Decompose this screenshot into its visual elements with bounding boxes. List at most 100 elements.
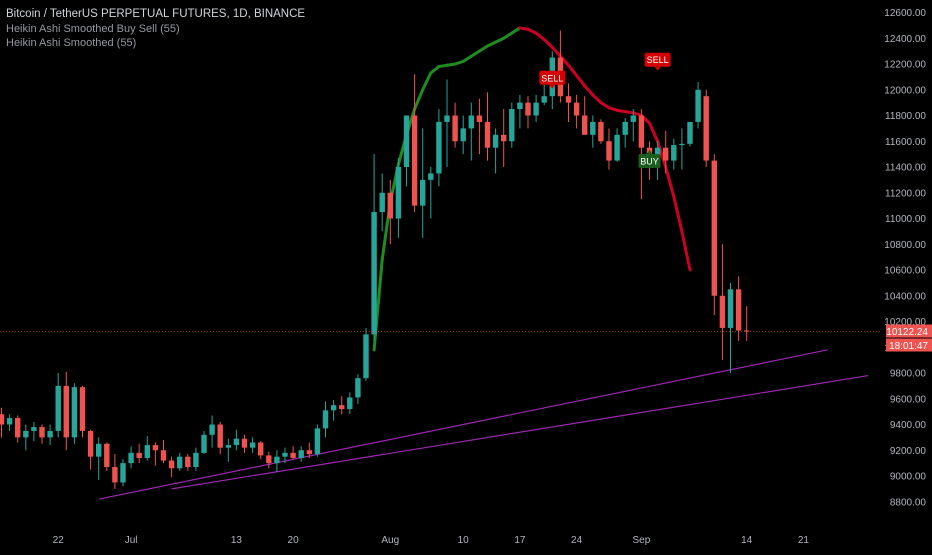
y-tick-label: 12200.00 [884, 60, 926, 71]
signal-label: BUY [640, 156, 659, 166]
ha-smoothed-segment [413, 88, 425, 111]
candle [201, 430, 207, 455]
candle-body [193, 452, 199, 467]
candle [209, 415, 215, 448]
candle-body [663, 147, 669, 161]
candle-body [387, 192, 393, 219]
ha-smoothed-segment [591, 93, 603, 105]
heikin-ashi-smoothed-line [372, 26, 692, 352]
candle-body [249, 442, 256, 448]
symbol-title[interactable]: Bitcoin / TetherUS PERPETUAL FUTURES, 1D… [6, 8, 306, 20]
candle [87, 429, 94, 470]
candle-body [347, 397, 353, 410]
indicator-smoothed-label[interactable]: Heikin Ashi Smoothed (55) [6, 37, 137, 49]
candle [371, 154, 377, 341]
candle-body [428, 173, 434, 180]
candle-body [233, 438, 240, 446]
y-tick-label: 11200.00 [885, 188, 926, 199]
signal-label: SELL [647, 55, 669, 65]
chart-legend: Bitcoin / TetherUS PERPETUAL FUTURES, 1D… [6, 7, 305, 51]
candle-body [322, 410, 329, 429]
candle-body [744, 330, 750, 332]
candle [525, 96, 531, 129]
candle [217, 421, 223, 455]
candle [306, 442, 312, 458]
ha-smoothed-segment [656, 139, 668, 169]
candle [144, 436, 150, 461]
sell-signal: SELL [644, 52, 671, 71]
ha-smoothed-segment [477, 44, 489, 53]
candle-body [79, 387, 86, 431]
candle [274, 450, 280, 473]
candle [492, 128, 499, 174]
ha-smoothed-segment [421, 71, 433, 92]
last-price-tag [886, 324, 932, 338]
y-tick-label: 12000.00 [884, 85, 926, 96]
ha-smoothed-segment [664, 165, 676, 199]
candle [193, 447, 199, 471]
candles [0, 30, 750, 489]
candle [6, 414, 13, 431]
candle-body [355, 378, 361, 398]
ha-smoothed-segment [510, 26, 522, 35]
signal-box [539, 70, 566, 85]
candle-body [87, 430, 94, 457]
trendline-2 [171, 374, 869, 490]
trendline-1 [98, 349, 828, 500]
price-axis: 8800.00 9000.00 9200.00 9400.00 9600.00 9800.… [884, 8, 932, 508]
candle-body [403, 115, 410, 167]
candle-body [492, 134, 499, 148]
candle-body [160, 450, 167, 461]
candle-body [31, 427, 37, 431]
candle [671, 138, 677, 170]
candle [735, 276, 742, 341]
time-axis: 22 Jul 13 20 Aug 10 17 24 Sep 14 21 [53, 535, 810, 546]
candle [541, 83, 547, 106]
candle [687, 121, 693, 147]
candle [622, 118, 628, 148]
candle [0, 407, 5, 438]
candle-body [541, 96, 547, 103]
candle-body [63, 385, 69, 438]
candle-body [444, 115, 450, 122]
candle [233, 429, 240, 451]
candle-body [711, 160, 717, 296]
candle-body [266, 455, 272, 464]
y-tick-label: 11600.00 [885, 137, 926, 148]
candle [420, 128, 426, 238]
candle [128, 446, 134, 469]
candle [120, 459, 126, 487]
candle [719, 244, 726, 361]
candle-body [703, 96, 709, 161]
ha-smoothed-segment [599, 101, 611, 110]
candle [39, 424, 45, 444]
candle [23, 424, 29, 451]
x-tick-label: Jul [125, 535, 138, 546]
candle [452, 102, 458, 148]
candle [703, 89, 709, 167]
y-tick-label: 11400.00 [885, 163, 926, 174]
candle [476, 98, 483, 155]
x-tick-label: 13 [231, 535, 243, 546]
candle [258, 441, 264, 460]
ha-smoothed-segment [567, 63, 579, 78]
indicator-buy-sell-label[interactable]: Heikin Ashi Smoothed Buy Sell (55) [6, 22, 180, 35]
ha-smoothed-segment [461, 54, 473, 63]
candle [330, 400, 337, 421]
y-tick-label: 11000.00 [885, 214, 926, 225]
candle-body [152, 445, 159, 451]
candle [533, 94, 539, 122]
candle-body [217, 424, 223, 448]
candle-body [96, 443, 102, 457]
candle [436, 109, 442, 187]
candle-body [330, 405, 337, 411]
y-tick-label: 10600.00 [884, 266, 926, 277]
candle [249, 437, 256, 453]
y-tick-label: 12600.00 [884, 8, 926, 19]
candle [395, 157, 402, 238]
ha-smoothed-segment [372, 258, 384, 352]
candle-body [582, 115, 588, 135]
candle [411, 74, 418, 213]
